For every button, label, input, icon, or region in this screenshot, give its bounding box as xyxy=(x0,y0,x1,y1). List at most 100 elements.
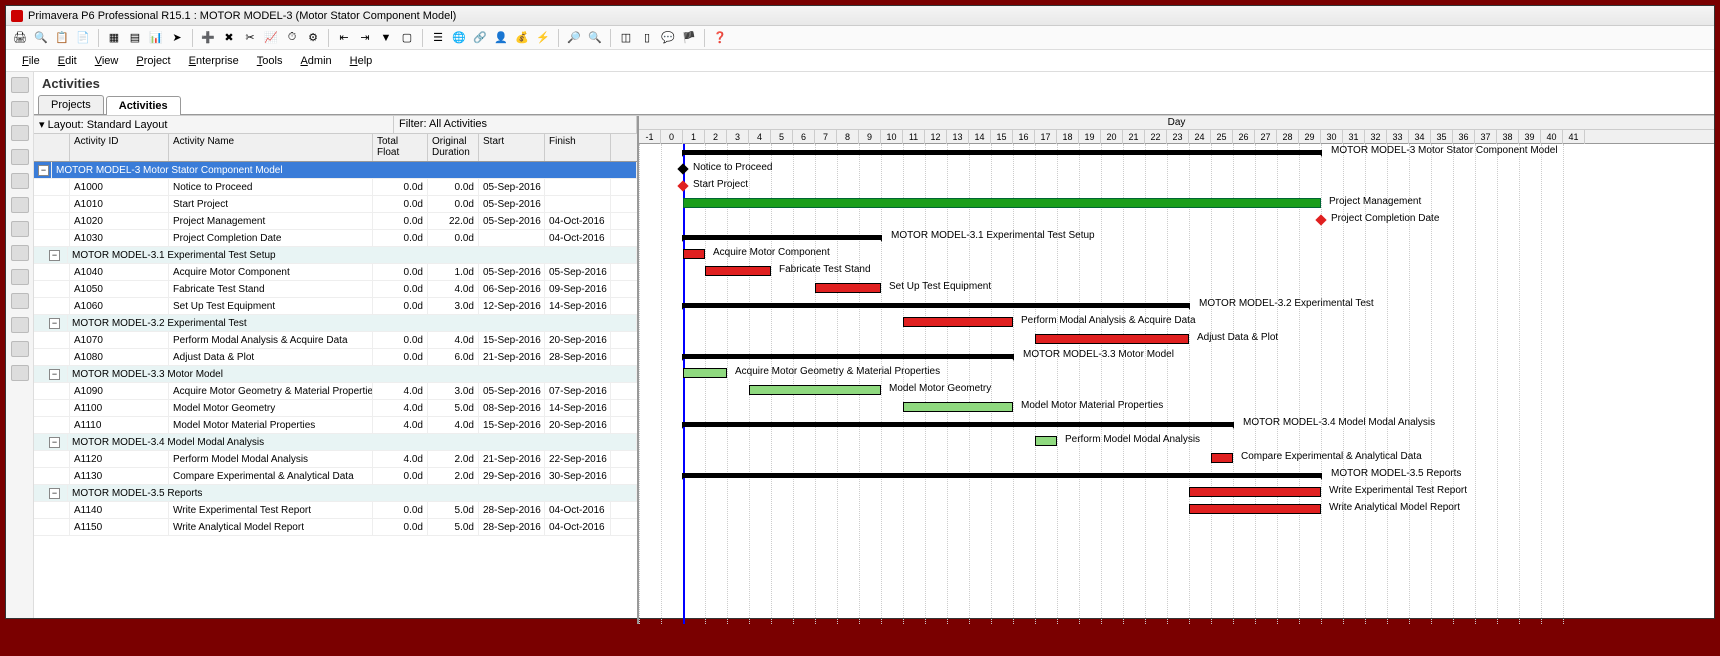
table-row[interactable]: A1040Acquire Motor Component0.0d1.0d05-S… xyxy=(34,264,637,281)
column-header[interactable]: Original Duration xyxy=(428,134,479,161)
table-row[interactable]: A1110Model Motor Material Properties4.0d… xyxy=(34,417,637,434)
table-row[interactable]: A1100Model Motor Geometry4.0d5.0d08-Sep-… xyxy=(34,400,637,417)
gantt-row[interactable]: Write Experimental Test Report xyxy=(639,484,1714,501)
table-row[interactable]: A1150Write Analytical Model Report0.0d5.… xyxy=(34,519,637,536)
chart-icon[interactable]: 📈 xyxy=(262,29,280,47)
preview-icon[interactable]: 🔍 xyxy=(32,29,50,47)
cut-icon[interactable]: ✂ xyxy=(241,29,259,47)
cols-icon[interactable]: ☰ xyxy=(429,29,447,47)
table-row[interactable]: A1120Perform Model Modal Analysis4.0d2.0… xyxy=(34,451,637,468)
gantt-row[interactable]: Project Management xyxy=(639,195,1714,212)
tab-projects[interactable]: Projects xyxy=(38,95,104,114)
gantt-row[interactable]: Adjust Data & Plot xyxy=(639,331,1714,348)
layout-label[interactable]: ▾ Layout: Standard Layout xyxy=(34,116,394,133)
table-row[interactable]: A1000Notice to Proceed0.0d0.0d05-Sep-201… xyxy=(34,179,637,196)
tab-activities[interactable]: Activities xyxy=(106,96,181,115)
gantt-row[interactable]: Acquire Motor Component xyxy=(639,246,1714,263)
gantt-row[interactable]: Set Up Test Equipment xyxy=(639,280,1714,297)
gantt-row[interactable]: MOTOR MODEL-3.2 Experimental Test xyxy=(639,297,1714,314)
table-row[interactable]: −MOTOR MODEL-3.2 Experimental Test xyxy=(34,315,637,332)
column-header[interactable]: Start xyxy=(479,134,545,161)
indent-icon[interactable]: ⇤ xyxy=(335,29,353,47)
gantt-row[interactable]: Notice to Proceed xyxy=(639,161,1714,178)
menu-edit[interactable]: Edit xyxy=(50,52,85,70)
gantt-row[interactable]: MOTOR MODEL-3.1 Experimental Test Setup xyxy=(639,229,1714,246)
table-row[interactable]: −MOTOR MODEL-3.4 Model Modal Analysis xyxy=(34,434,637,451)
globe-icon[interactable]: 🌐 xyxy=(450,29,468,47)
gantt-row[interactable]: MOTOR MODEL-3.4 Model Modal Analysis xyxy=(639,416,1714,433)
gantt-row[interactable]: Perform Model Modal Analysis xyxy=(639,433,1714,450)
column-header[interactable]: Activity ID xyxy=(70,134,169,161)
zoomout-icon[interactable]: 🔍 xyxy=(586,29,604,47)
table-row[interactable]: A1050Fabricate Test Stand0.0d4.0d06-Sep-… xyxy=(34,281,637,298)
side-btn[interactable] xyxy=(11,341,29,357)
collapse-icon[interactable]: − xyxy=(38,165,49,176)
zoomin-icon[interactable]: 🔎 xyxy=(565,29,583,47)
menu-file[interactable]: File xyxy=(14,52,48,70)
column-header[interactable]: Activity Name xyxy=(169,134,373,161)
level-icon[interactable]: ⚙ xyxy=(304,29,322,47)
help-icon[interactable]: ❓ xyxy=(711,29,729,47)
add-icon[interactable]: ➕ xyxy=(199,29,217,47)
gantt-row[interactable]: MOTOR MODEL-3.3 Motor Model xyxy=(639,348,1714,365)
del-icon[interactable]: ✖ xyxy=(220,29,238,47)
collapse-icon[interactable]: − xyxy=(49,369,60,380)
gantt-row[interactable]: Compare Experimental & Analytical Data xyxy=(639,450,1714,467)
cost-icon[interactable]: 💰 xyxy=(513,29,531,47)
arrow-icon[interactable]: ➤ xyxy=(168,29,186,47)
table-row[interactable]: A1010Start Project0.0d0.0d05-Sep-2016 xyxy=(34,196,637,213)
res-icon[interactable]: 👤 xyxy=(492,29,510,47)
outdent-icon[interactable]: ⇥ xyxy=(356,29,374,47)
collapse-icon[interactable]: − xyxy=(49,318,60,329)
gantt-row[interactable]: MOTOR MODEL-3.5 Reports xyxy=(639,467,1714,484)
grid-icon[interactable]: ▦ xyxy=(105,29,123,47)
paste-icon[interactable]: 📄 xyxy=(74,29,92,47)
side-btn[interactable] xyxy=(11,125,29,141)
table-row[interactable]: −MOTOR MODEL-3.3 Motor Model xyxy=(34,366,637,383)
print-icon[interactable]: 🖨 xyxy=(11,29,29,47)
table-body[interactable]: −MOTOR MODEL-3 Motor Stator Component Mo… xyxy=(34,162,637,624)
gantt-row[interactable]: MOTOR MODEL-3 Motor Stator Component Mod… xyxy=(639,144,1714,161)
collapse-icon[interactable]: − xyxy=(49,488,60,499)
table-row[interactable]: A1070Perform Modal Analysis & Acquire Da… xyxy=(34,332,637,349)
side-btn[interactable] xyxy=(11,365,29,381)
table-row[interactable]: A1090Acquire Motor Geometry & Material P… xyxy=(34,383,637,400)
filter-label[interactable]: Filter: All Activities xyxy=(394,116,637,133)
menu-help[interactable]: Help xyxy=(342,52,381,70)
split-icon[interactable]: ◫ xyxy=(617,29,635,47)
table-row[interactable]: −MOTOR MODEL-3 Motor Stator Component Mo… xyxy=(34,162,637,179)
gantt-row[interactable]: Project Completion Date xyxy=(639,212,1714,229)
side-btn[interactable] xyxy=(11,173,29,189)
menu-enterprise[interactable]: Enterprise xyxy=(181,52,247,70)
side-btn[interactable] xyxy=(11,77,29,93)
menu-view[interactable]: View xyxy=(87,52,127,70)
gantt-chart[interactable]: Day -10123456789101112131415161718192021… xyxy=(639,116,1714,624)
table-row[interactable]: A1020Project Management0.0d22.0d05-Sep-2… xyxy=(34,213,637,230)
copy-icon[interactable]: 📋 xyxy=(53,29,71,47)
gantt-row[interactable]: Model Motor Material Properties xyxy=(639,399,1714,416)
side-btn[interactable] xyxy=(11,221,29,237)
gantt-row[interactable]: Write Analytical Model Report xyxy=(639,501,1714,518)
side-btn[interactable] xyxy=(11,245,29,261)
filter-icon[interactable]: ▼ xyxy=(377,29,395,47)
column-header[interactable]: Finish xyxy=(545,134,611,161)
table-row[interactable]: A1140Write Experimental Test Report0.0d5… xyxy=(34,502,637,519)
group-icon[interactable]: ▢ xyxy=(398,29,416,47)
schedule-icon[interactable]: ⏱ xyxy=(283,29,301,47)
gantt-row[interactable]: Model Motor Geometry xyxy=(639,382,1714,399)
side-btn[interactable] xyxy=(11,269,29,285)
layout-icon[interactable]: ▤ xyxy=(126,29,144,47)
table-row[interactable]: −MOTOR MODEL-3.5 Reports xyxy=(34,485,637,502)
side-btn[interactable] xyxy=(11,317,29,333)
gantt-row[interactable]: Acquire Motor Geometry & Material Proper… xyxy=(639,365,1714,382)
gantt-row[interactable]: Perform Modal Analysis & Acquire Data xyxy=(639,314,1714,331)
gantt-icon[interactable]: 📊 xyxy=(147,29,165,47)
side-btn[interactable] xyxy=(11,149,29,165)
table-row[interactable]: A1060Set Up Test Equipment0.0d3.0d12-Sep… xyxy=(34,298,637,315)
menu-tools[interactable]: Tools xyxy=(249,52,291,70)
note-icon[interactable]: 💬 xyxy=(659,29,677,47)
side-btn[interactable] xyxy=(11,197,29,213)
side-btn[interactable] xyxy=(11,101,29,117)
risk-icon[interactable]: ⚡ xyxy=(534,29,552,47)
gantt-row[interactable]: Fabricate Test Stand xyxy=(639,263,1714,280)
